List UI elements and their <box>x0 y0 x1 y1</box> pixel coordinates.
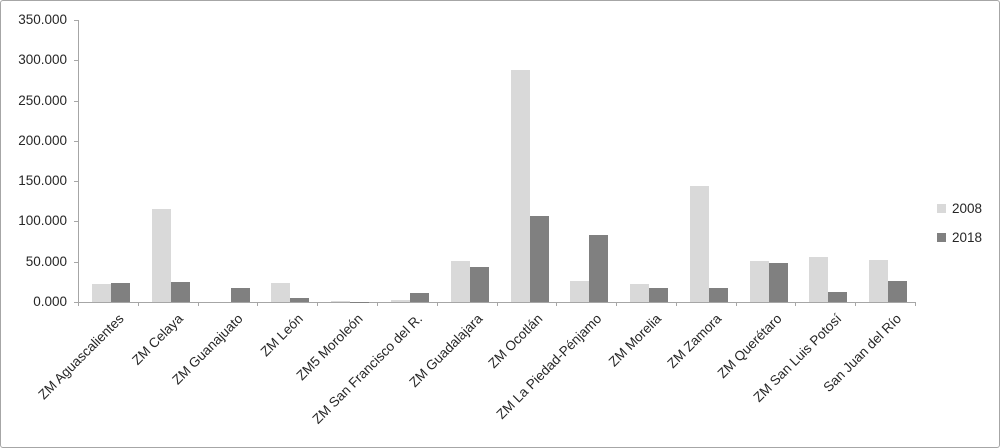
bar-2018-11 <box>768 263 788 302</box>
y-axis-tick <box>74 140 78 142</box>
x-axis-category-label: ZM Celaya <box>129 311 187 368</box>
x-axis-category-label: ZM La Piedad-Pénjamo <box>493 311 605 422</box>
legend-swatch-2008 <box>937 204 946 213</box>
x-axis-category-label: ZM Morelia <box>606 311 665 370</box>
y-axis-tick-label: 200.000 <box>18 132 67 148</box>
bar-2008-6 <box>450 260 470 302</box>
x-axis-tick <box>436 302 438 306</box>
bar-2018-2 <box>230 288 250 302</box>
bar-2008-3 <box>271 282 291 302</box>
x-axis-tick <box>78 302 79 306</box>
bar-2008-1 <box>151 209 171 302</box>
y-axis-tick <box>74 60 78 62</box>
x-axis-tick <box>855 302 857 306</box>
y-axis-tick-label: 150.000 <box>18 173 67 189</box>
x-axis-tick <box>496 302 498 306</box>
legend-item-2018: 2018 <box>937 230 982 245</box>
y-axis-line <box>78 20 79 303</box>
y-axis-tick-label: 0.000 <box>33 294 67 309</box>
bar-2008-7 <box>510 69 530 302</box>
bar-2018-9 <box>649 288 669 302</box>
chart-legend: 2008 2018 <box>937 201 982 259</box>
bar-2018-6 <box>469 267 489 302</box>
x-axis-tick <box>257 302 259 306</box>
y-axis-tick <box>74 20 78 21</box>
bar-2018-8 <box>589 235 609 302</box>
y-axis-tick <box>74 302 78 303</box>
bar-2008-8 <box>570 281 590 302</box>
x-axis-tick <box>376 302 378 306</box>
y-axis-tick <box>74 100 78 102</box>
legend-item-2008: 2008 <box>937 201 982 216</box>
x-axis-tick <box>795 302 797 306</box>
x-axis-tick <box>197 302 199 306</box>
legend-label-2008: 2008 <box>952 201 983 216</box>
y-axis-tick-label: 250.000 <box>18 92 67 108</box>
bar-2018-13 <box>888 281 908 302</box>
x-axis-tick <box>915 302 916 306</box>
y-axis-tick <box>74 181 78 183</box>
y-axis-tick-label: 50.000 <box>25 253 67 269</box>
x-axis-tick <box>616 302 618 306</box>
bar-2018-3 <box>290 297 310 302</box>
bar-2018-0 <box>111 282 130 302</box>
bar-2008-13 <box>869 260 889 302</box>
bar-2008-11 <box>749 260 769 302</box>
x-axis-tick <box>137 302 139 306</box>
bar-2018-7 <box>529 215 549 302</box>
bar-2008-12 <box>809 256 829 302</box>
bar-2008-9 <box>630 284 650 302</box>
y-axis-tick <box>74 221 78 223</box>
x-axis-tick <box>735 302 737 306</box>
x-axis-category-label: ZM San Francisco del R. <box>309 311 426 427</box>
x-axis-tick <box>675 302 677 306</box>
y-axis-tick-label: 350.000 <box>18 12 67 27</box>
legend-label-2018: 2018 <box>952 230 983 245</box>
y-axis-tick <box>74 261 78 263</box>
bar-2008-10 <box>689 185 709 302</box>
x-axis-category-label: ZM Aguascalientes <box>35 311 127 403</box>
bar-2018-10 <box>708 288 728 302</box>
bar-2018-1 <box>170 281 190 302</box>
x-axis-category-label: ZM León <box>257 311 306 360</box>
x-axis-category-label: ZM Ocotlán <box>485 311 546 371</box>
bar-2008-4 <box>331 300 351 302</box>
legend-swatch-2018 <box>937 233 946 242</box>
y-axis-tick-label: 300.000 <box>18 52 67 68</box>
bar-2018-5 <box>409 293 429 302</box>
x-axis-category-label: ZM Zamora <box>664 311 725 371</box>
bar-2008-5 <box>390 299 410 302</box>
bar-2018-12 <box>828 291 848 302</box>
x-axis-tick <box>317 302 319 306</box>
x-axis-tick <box>556 302 558 306</box>
bar-2008-0 <box>92 284 111 302</box>
y-axis-tick-label: 100.000 <box>18 213 67 229</box>
